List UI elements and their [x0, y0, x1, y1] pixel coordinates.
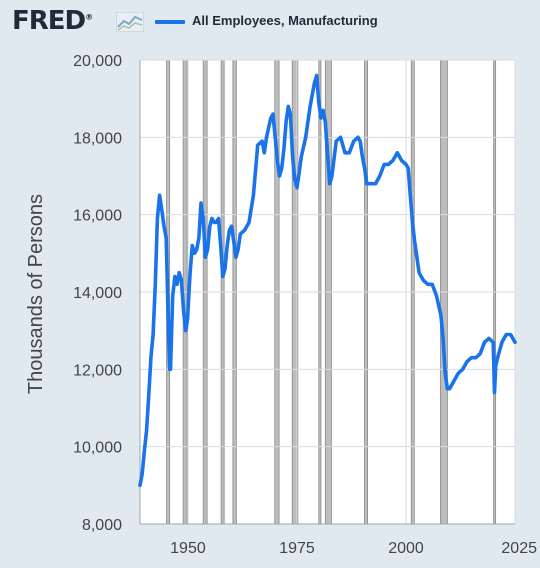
- series-group: [138, 73, 517, 488]
- x-axis-ticks: 1950 1975 2000 2025: [170, 540, 537, 557]
- x-tick-label: 2000: [388, 540, 424, 557]
- y-tick-label: 8,000: [82, 517, 122, 534]
- x-tick-label: 1975: [279, 540, 315, 557]
- y-axis-ticks: 8,000 10,000 12,000 14,000 16,000 18,000 20,00…: [73, 53, 122, 534]
- y-tick-label: 12,000: [73, 362, 122, 379]
- legend-label[interactable]: All Employees, Manufacturing: [192, 13, 378, 28]
- registered-mark: ®: [85, 12, 93, 22]
- y-axis-label: Thousands of Persons: [25, 194, 47, 394]
- x-tick-label: 2025: [501, 540, 537, 557]
- y-tick-label: 10,000: [73, 440, 122, 457]
- chart-header: FRED® All Employees, Manufacturing: [0, 0, 540, 42]
- series-line[interactable]: [138, 73, 517, 488]
- fred-logo[interactable]: FRED®: [12, 6, 93, 36]
- fred-logo-text: FRED: [12, 6, 86, 36]
- y-tick-label: 18,000: [73, 130, 122, 147]
- y-tick-label: 20,000: [73, 53, 122, 70]
- x-tick-label: 1950: [170, 540, 206, 557]
- y-tick-label: 14,000: [73, 285, 122, 302]
- y-tick-label: 16,000: [73, 208, 122, 225]
- legend-swatch: [155, 20, 185, 24]
- trend-chart-icon: [116, 12, 144, 32]
